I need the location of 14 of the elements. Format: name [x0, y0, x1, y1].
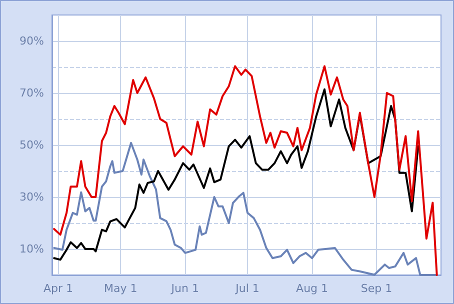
y-tick-label: 50% — [20, 138, 44, 152]
x-tick-label: Apr 1 — [43, 282, 74, 295]
x-tick-label: Jun 1 — [170, 282, 199, 295]
y-tick-label: 10% — [20, 242, 44, 256]
y-tick-label: 30% — [20, 190, 44, 204]
line-series — [53, 65, 438, 276]
line-series — [53, 88, 420, 261]
x-tick-label: Jul 1 — [234, 282, 260, 295]
x-tick-label: Aug 1 — [296, 282, 328, 295]
y-tick-label: 70% — [20, 86, 44, 100]
x-tick-label: Sep 1 — [360, 282, 392, 295]
x-tick-label: May 1 — [104, 282, 138, 295]
y-tick-label: 90% — [20, 34, 44, 48]
line-series — [53, 142, 438, 276]
